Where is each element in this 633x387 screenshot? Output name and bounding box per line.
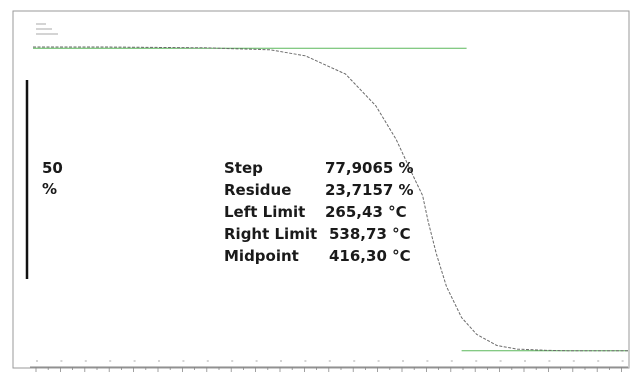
result-label-midpoint: Midpoint [224, 247, 299, 265]
result-value-step: 77,9065 % [325, 159, 414, 177]
result-label-residue: Residue [224, 181, 291, 199]
result-value-right-limit: 538,73 °C [329, 225, 411, 243]
x-axis [30, 360, 628, 372]
result-value-residue: 23,7157 % [325, 181, 414, 199]
result-label-step: Step [224, 159, 263, 177]
tga-curve [33, 46, 628, 352]
result-label-left-limit: Left Limit [224, 203, 305, 221]
result-label-right-limit: Right Limit [224, 225, 317, 243]
scale-bar-unit: % [42, 180, 57, 198]
curve-layer [33, 46, 628, 352]
scale-bar-value: 50 [42, 159, 63, 177]
chart-frame [12, 10, 630, 369]
header-smudge [36, 23, 58, 35]
result-value-left-limit: 265,43 °C [325, 203, 407, 221]
result-value-midpoint: 416,30 °C [329, 247, 411, 265]
results-annotation: Step 77,9065 % Residue 23,7157 % Left Li… [224, 159, 414, 265]
